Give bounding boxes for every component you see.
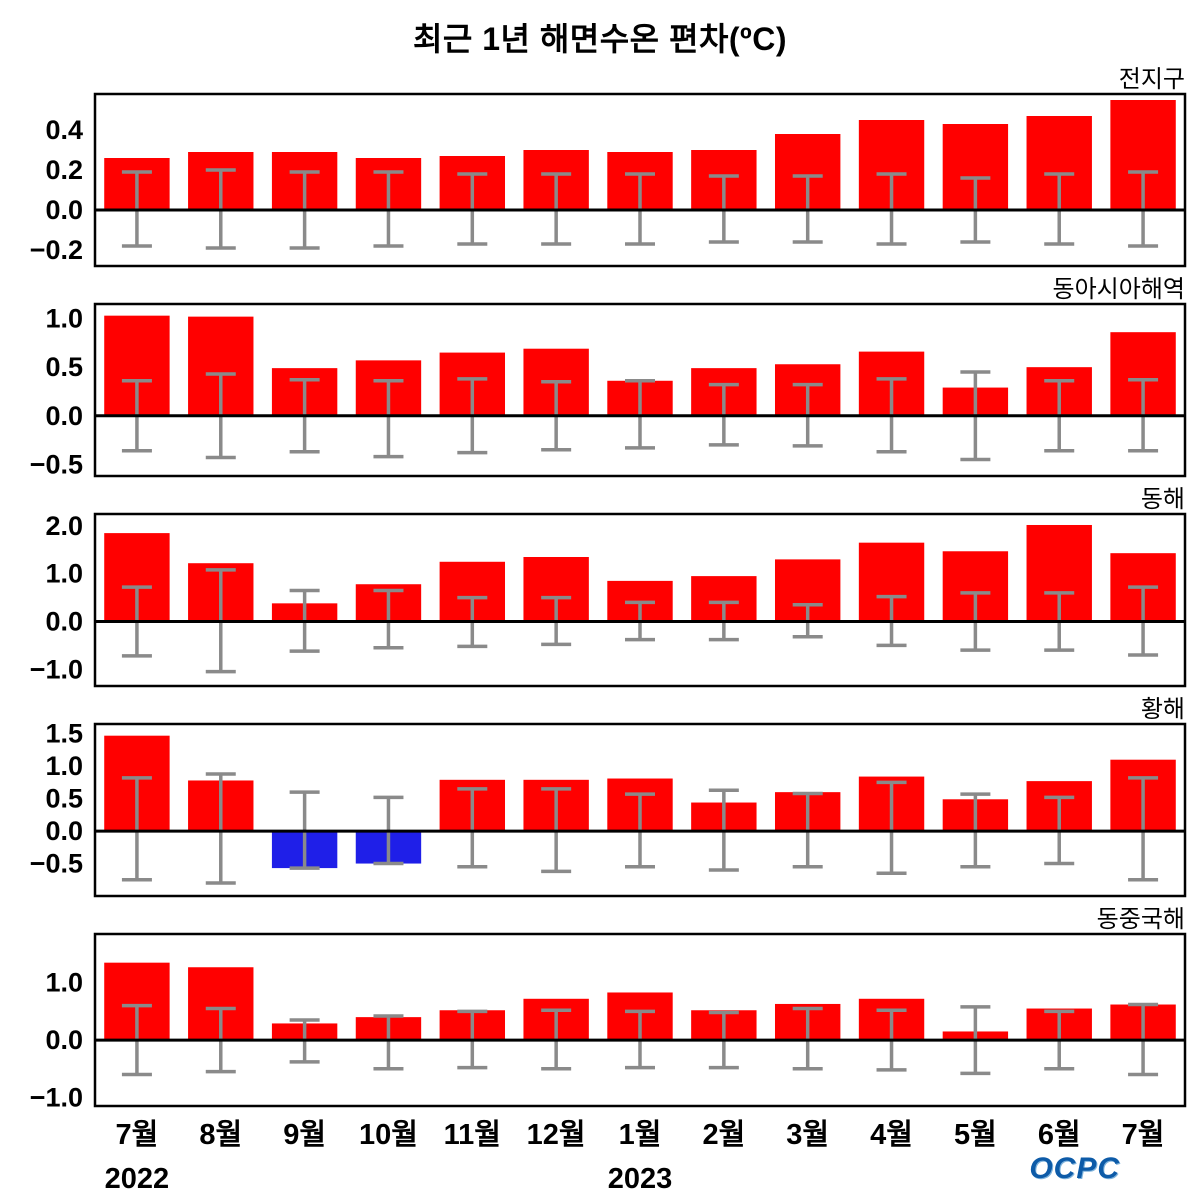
month-label: 4월 bbox=[870, 1118, 913, 1151]
y-tick-label: −0.5 bbox=[30, 449, 83, 479]
month-label: 12월 bbox=[527, 1118, 586, 1151]
y-tick-label: 1.5 bbox=[45, 719, 83, 749]
year-label: 2023 bbox=[608, 1163, 673, 1195]
panel-0: 전지구 0.4 0.2 0.0 −0.2 bbox=[30, 66, 1187, 268]
y-tick-label: 0.0 bbox=[45, 1025, 83, 1055]
ocpc-logo: OCPC bbox=[1029, 1152, 1120, 1185]
y-tick-label: 0.5 bbox=[45, 352, 83, 382]
y-tick-label: 0.0 bbox=[45, 607, 83, 637]
y-tick-label: −1.0 bbox=[30, 1082, 83, 1112]
month-label: 3월 bbox=[786, 1118, 829, 1151]
chart-title: 최근 1년 해면수온 편차(ºC) bbox=[412, 21, 788, 57]
y-tick-label: 0.2 bbox=[45, 155, 83, 185]
y-tick-label: 1.0 bbox=[45, 751, 83, 781]
y-tick-label: 1.0 bbox=[45, 559, 83, 589]
plot-box bbox=[93, 722, 1187, 898]
y-tick-label: 1.0 bbox=[45, 304, 83, 334]
y-tick-label: −0.5 bbox=[30, 849, 83, 879]
month-label: 2월 bbox=[702, 1118, 745, 1151]
year-label: 2022 bbox=[105, 1163, 170, 1195]
chart-svg: 전지구0.40.20.0−0.2동아시아해역1.00.50.0−0.5동해2.0… bbox=[30, 66, 1187, 1195]
plot-box bbox=[93, 512, 1187, 688]
panel-1: 동아시아해역 1.0 0.5 0.0 −0.5 bbox=[30, 276, 1187, 479]
month-label: 5월 bbox=[954, 1118, 997, 1151]
month-label: 7월 bbox=[1122, 1118, 1165, 1151]
panel-title: 동중국해 bbox=[1097, 906, 1185, 933]
month-label: 10월 bbox=[359, 1118, 418, 1151]
panel-title: 전지구 bbox=[1119, 66, 1185, 93]
month-label: 1월 bbox=[619, 1118, 662, 1151]
panel-title: 황해 bbox=[1141, 696, 1185, 723]
y-tick-label: −1.0 bbox=[30, 654, 83, 684]
month-label: 9월 bbox=[283, 1118, 326, 1151]
y-tick-label: 1.0 bbox=[45, 968, 83, 998]
y-tick-label: 0.4 bbox=[45, 115, 83, 145]
plot-box bbox=[93, 932, 1187, 1108]
panel-title: 동아시아해역 bbox=[1053, 276, 1185, 303]
month-label: 11월 bbox=[444, 1118, 501, 1151]
y-tick-label: −0.2 bbox=[30, 235, 83, 265]
month-label: 6월 bbox=[1038, 1118, 1081, 1151]
plot-box bbox=[93, 302, 1187, 478]
y-tick-label: 2.0 bbox=[45, 511, 83, 541]
month-label: 7월 bbox=[116, 1118, 159, 1151]
panel-4: 동중국해 1.0 0.0 −1.0 bbox=[30, 906, 1187, 1112]
y-tick-label: 0.0 bbox=[45, 816, 83, 846]
y-tick-label: 0.0 bbox=[45, 195, 83, 225]
plot-box bbox=[93, 92, 1187, 268]
month-label: 8월 bbox=[199, 1118, 242, 1151]
panel-2: 동해 2.0 1.0 0.0 −1.0 bbox=[30, 486, 1187, 688]
y-tick-label: 0.0 bbox=[45, 401, 83, 431]
y-tick-label: 0.5 bbox=[45, 784, 83, 814]
panel-3: 황해 1.51.00.50.0−0.5 bbox=[30, 696, 1187, 898]
panel-title: 동해 bbox=[1141, 486, 1185, 513]
